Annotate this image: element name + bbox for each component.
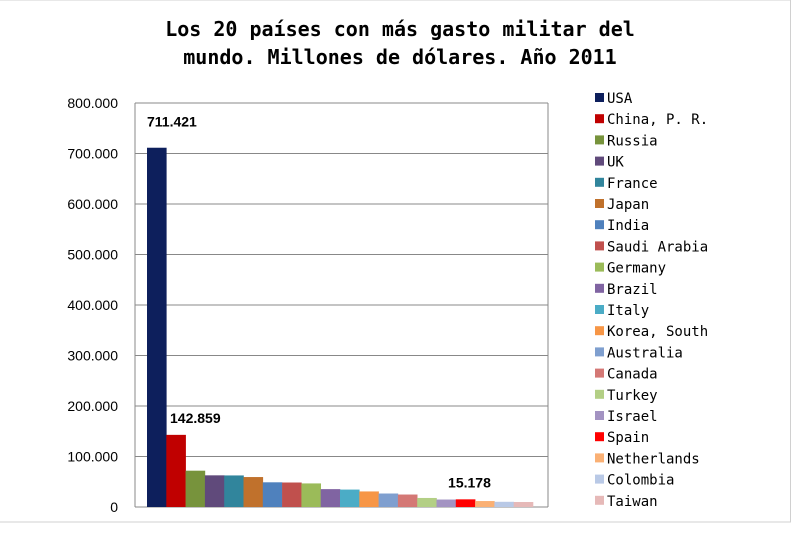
data-label: 711.421 bbox=[147, 114, 197, 130]
legend-swatch bbox=[595, 114, 604, 124]
data-label: 15.178 bbox=[448, 474, 491, 490]
legend-swatch bbox=[595, 199, 604, 208]
legend-swatch bbox=[595, 220, 604, 230]
legend-swatch bbox=[595, 262, 604, 272]
legend-label: Taiwan bbox=[607, 494, 658, 510]
legend-label: Spain bbox=[607, 430, 649, 446]
bar-canada bbox=[397, 494, 418, 507]
legend-label: Israel bbox=[607, 409, 658, 425]
bar-russia bbox=[185, 470, 206, 507]
bar-colombia bbox=[494, 501, 514, 507]
y-tick-label: 500.000 bbox=[67, 247, 118, 263]
y-tick-label: 0 bbox=[110, 499, 118, 515]
bar-turkey bbox=[417, 497, 437, 507]
legend-swatch bbox=[595, 305, 604, 314]
chart-title-line-2: mundo. Millones de dólares. Año 2011 bbox=[183, 45, 616, 69]
legend-label: Italy bbox=[607, 303, 649, 319]
legend-swatch bbox=[595, 177, 604, 187]
legend-label: Korea, South bbox=[607, 324, 708, 340]
y-tick-label: 700.000 bbox=[67, 146, 118, 162]
bar-india bbox=[262, 482, 283, 507]
legend-swatch bbox=[595, 93, 604, 102]
legend-label: France bbox=[607, 176, 658, 192]
legend-swatch bbox=[595, 156, 604, 166]
legend-label: Russia bbox=[607, 133, 658, 149]
bar-germany bbox=[301, 483, 321, 507]
y-tick-label: 300.000 bbox=[67, 348, 118, 364]
bar-israel bbox=[436, 499, 457, 507]
legend-label: Japan bbox=[607, 197, 649, 213]
legend-swatch bbox=[595, 474, 604, 484]
bar-spain bbox=[455, 499, 476, 507]
bar-saudi-arabia bbox=[282, 482, 302, 507]
legend-swatch bbox=[595, 495, 604, 505]
data-label: 142.859 bbox=[170, 410, 221, 426]
bar-usa bbox=[147, 147, 167, 507]
legend-label: Germany bbox=[607, 261, 666, 277]
bar-australia bbox=[378, 493, 399, 507]
legend-swatch bbox=[595, 326, 604, 336]
legend-swatch bbox=[595, 241, 604, 251]
legend-label: USA bbox=[607, 91, 633, 107]
bar-italy bbox=[340, 489, 360, 507]
bar-taiwan bbox=[513, 502, 534, 507]
legend-label: Turkey bbox=[607, 388, 658, 404]
bar-netherlands bbox=[475, 501, 495, 507]
legend-label: Brazil bbox=[607, 282, 658, 298]
y-tick-label: 600.000 bbox=[67, 196, 118, 212]
legend-swatch bbox=[595, 347, 604, 357]
legend-swatch bbox=[595, 283, 604, 293]
legend-swatch bbox=[595, 368, 604, 378]
y-tick-label: 200.000 bbox=[67, 398, 118, 414]
y-tick-label: 400.000 bbox=[67, 297, 118, 313]
bar-france bbox=[224, 475, 244, 507]
bar-brazil bbox=[320, 489, 341, 507]
bar-uk bbox=[204, 475, 225, 507]
legend-swatch bbox=[595, 453, 604, 463]
legend-label: India bbox=[607, 218, 649, 234]
y-tick-label: 100.000 bbox=[67, 449, 118, 465]
legend-label: Canada bbox=[607, 367, 658, 383]
legend-swatch bbox=[595, 432, 604, 442]
bar-korea-south bbox=[359, 491, 379, 507]
legend-label: Colombia bbox=[607, 473, 674, 489]
legend-label: China, P. R. bbox=[607, 112, 708, 128]
legend-label: Australia bbox=[607, 345, 683, 361]
legend-label: UK bbox=[607, 155, 624, 171]
chart-title-line-1: Los 20 países con más gasto militar del bbox=[165, 17, 635, 41]
legend-swatch bbox=[595, 135, 604, 145]
legend-swatch bbox=[595, 389, 604, 399]
legend-label: Netherlands bbox=[607, 451, 700, 467]
y-tick-label: 800.000 bbox=[67, 95, 118, 111]
legend-label: Saudi Arabia bbox=[607, 239, 708, 255]
legend-swatch bbox=[595, 411, 604, 420]
bar-china-p-r- bbox=[166, 434, 186, 507]
bar-japan bbox=[243, 477, 264, 507]
